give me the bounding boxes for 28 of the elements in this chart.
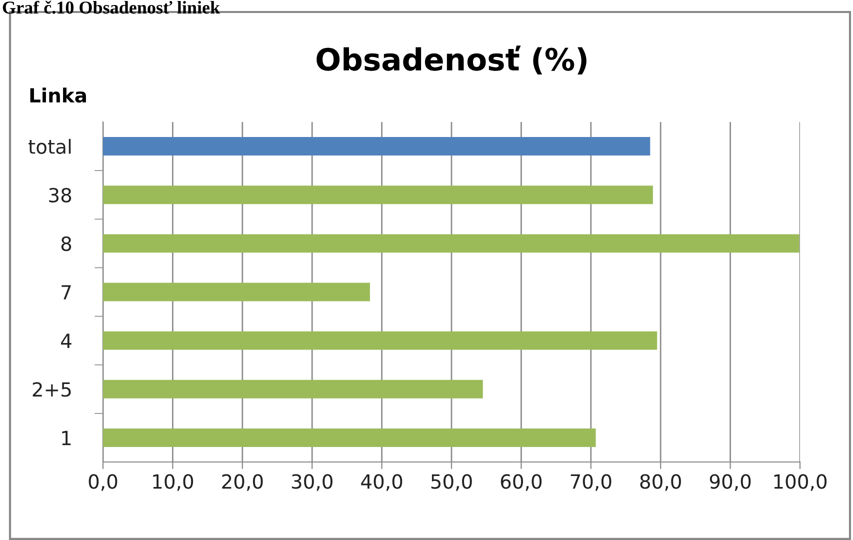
bar [103, 282, 370, 302]
x-tick-label: 10,0 [153, 474, 194, 491]
chart-title: Obsadenosť (%) [316, 46, 586, 74]
y-tick-label: 1 [62, 430, 71, 446]
bar [103, 428, 596, 447]
x-tick-label: 40,0 [361, 474, 402, 491]
x-tick-label: 100,0 [774, 474, 827, 491]
bar [103, 137, 650, 156]
y-tick-label: 8 [61, 236, 72, 252]
x-tick-label: 60,0 [500, 474, 542, 491]
x-tick-label: 30,0 [292, 474, 332, 491]
y-tick-label: 7 [62, 285, 71, 300]
y-tick-label: 2+5 [32, 382, 71, 397]
bar [103, 234, 800, 253]
x-tick-label: 70,0 [570, 474, 612, 491]
y-axis-title: Linka [30, 88, 86, 103]
x-tick-label: 80,0 [640, 474, 681, 491]
bar [103, 331, 658, 350]
bar [103, 186, 653, 204]
x-tick-label: 20,0 [222, 474, 263, 491]
y-tick-label: 4 [61, 334, 72, 348]
x-tick-label: 50,0 [431, 474, 472, 491]
text: Graf č.10 Obsadenosť liniek [2, 0, 220, 14]
y-tick-label: total [28, 138, 71, 154]
bar [103, 380, 483, 398]
x-tick-label: 90,0 [710, 474, 751, 491]
x-tick-label: 0,0 [88, 474, 118, 491]
y-tick-label: 38 [49, 188, 72, 203]
